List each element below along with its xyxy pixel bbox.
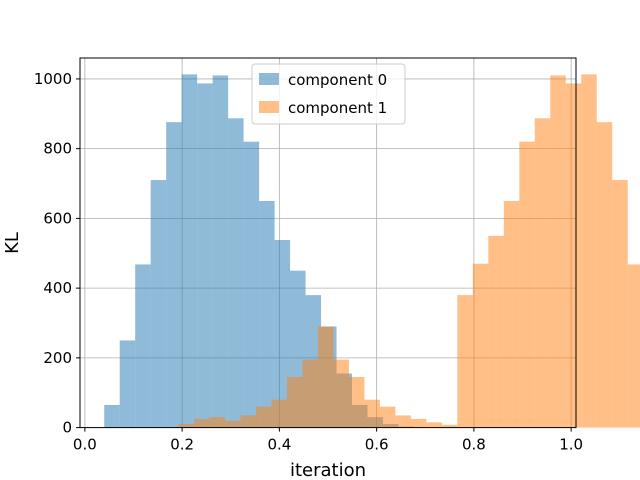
y-tick-label: 1000 — [34, 70, 72, 88]
bar-component-1 — [627, 264, 640, 428]
bar-component-1 — [256, 406, 272, 428]
bar-component-0 — [197, 83, 213, 428]
y-axis-ticks: 0 200 400 600 800 1000 — [34, 70, 80, 437]
bar-component-1 — [395, 415, 411, 428]
x-tick-label: 0.8 — [462, 436, 486, 454]
bar-component-1 — [178, 424, 195, 428]
bar-component-1 — [565, 83, 582, 428]
bar-component-1 — [503, 200, 520, 428]
bar-component-1 — [194, 418, 210, 428]
bar-component-1 — [302, 359, 318, 428]
legend-swatch-component-0 — [259, 73, 279, 85]
bar-component-0 — [228, 118, 244, 428]
bar-component-0 — [181, 74, 198, 428]
bar-component-0 — [212, 75, 229, 428]
legend-swatch-component-1 — [259, 101, 279, 113]
histogram-bars — [104, 74, 640, 428]
x-tick-label: 0.2 — [170, 436, 194, 454]
x-tick-label: 0.6 — [365, 436, 389, 454]
bar-component-1 — [271, 399, 287, 428]
x-tick-label: 1.0 — [559, 436, 583, 454]
x-axis-ticks: 0.0 0.2 0.4 0.6 0.8 1.0 — [73, 427, 583, 454]
bar-component-1 — [488, 235, 504, 428]
bar-component-1 — [457, 295, 473, 428]
bar-component-1 — [209, 417, 226, 428]
legend-label-component-1: component 1 — [288, 99, 387, 117]
bar-component-1 — [410, 418, 427, 428]
y-tick-label: 400 — [43, 279, 72, 297]
bar-component-0 — [150, 180, 167, 428]
bar-component-0 — [166, 122, 182, 428]
bar-component-0 — [259, 200, 275, 428]
bar-component-1 — [534, 118, 551, 428]
bar-component-1 — [519, 141, 535, 428]
legend: component 0 component 1 — [251, 63, 406, 125]
x-tick-label: 0.4 — [267, 436, 291, 454]
bar-component-0 — [119, 340, 136, 428]
bar-component-1 — [225, 420, 241, 428]
bar-component-1 — [333, 359, 349, 428]
plot-frame — [79, 57, 577, 429]
bar-component-1 — [550, 75, 566, 428]
bar-component-1 — [348, 377, 365, 428]
bar-component-1 — [612, 180, 628, 428]
bar-component-1 — [240, 415, 257, 428]
bar-component-1 — [317, 326, 334, 428]
bar-component-0 — [104, 404, 120, 428]
y-tick-label: 200 — [43, 349, 72, 367]
bar-component-1 — [426, 422, 442, 428]
legend-box — [251, 63, 406, 125]
y-axis-label: KL — [2, 232, 23, 254]
bar-component-1 — [364, 399, 380, 428]
bar-component-1 — [379, 406, 396, 428]
bar-component-0 — [274, 240, 291, 428]
bar-component-1 — [286, 377, 303, 428]
legend-label-component-0: component 0 — [288, 71, 387, 89]
y-tick-label: 0 — [62, 419, 72, 437]
bar-component-0 — [243, 141, 260, 428]
x-tick-label: 0.0 — [73, 436, 97, 454]
bar-component-1 — [441, 424, 458, 428]
x-axis-label: iteration — [290, 460, 366, 480]
bar-component-1 — [472, 263, 489, 428]
bar-component-1 — [581, 74, 597, 428]
y-tick-label: 800 — [43, 140, 72, 158]
y-tick-label: 600 — [43, 209, 72, 227]
bar-component-0 — [135, 264, 151, 428]
bar-component-1 — [596, 122, 613, 428]
